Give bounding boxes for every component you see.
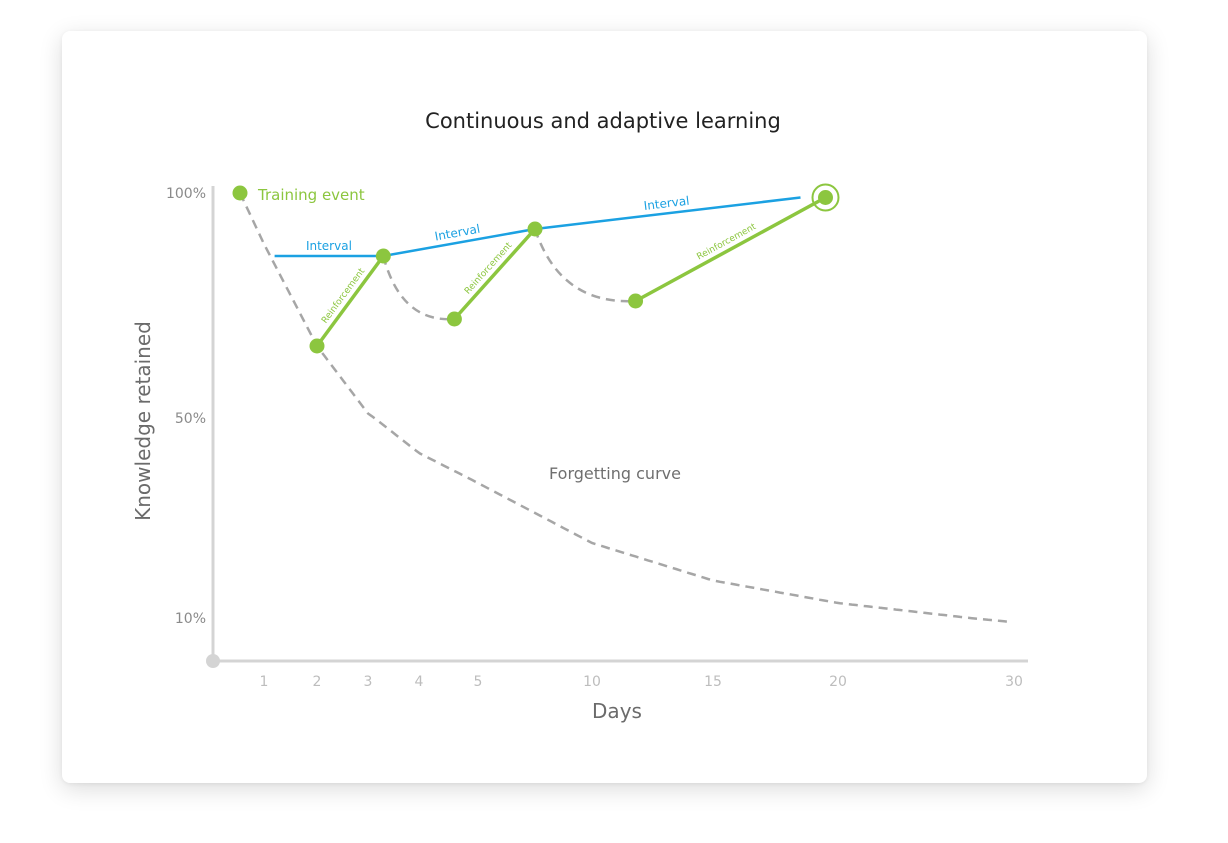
x-axis-title: Days [592, 699, 642, 723]
training-event-label: Training event [257, 186, 365, 204]
y-tick-label: 100% [166, 186, 206, 202]
goal-ring [811, 183, 840, 212]
x-tick-label: 10 [583, 674, 601, 690]
y-axis-title: Knowledge retained [131, 321, 155, 521]
data-point [527, 221, 543, 237]
forgetting-curve-line [238, 192, 1013, 624]
reinforcement-segment [453, 227, 537, 321]
y-tick-label: 10% [175, 611, 206, 627]
x-tick-label: 4 [415, 674, 424, 690]
reinforcement-label: Reinforcement [463, 240, 515, 296]
interval-segment [383, 227, 536, 258]
chart-card [62, 31, 1147, 783]
x-tick-label: 20 [829, 674, 847, 690]
data-point [309, 338, 325, 354]
reinforcement-label: Reinforcement [320, 266, 367, 325]
training-event-point [232, 185, 248, 201]
x-tick-label: 5 [474, 674, 483, 690]
decay-segment [533, 228, 636, 303]
x-tick-label: 30 [1005, 674, 1023, 690]
data-point [446, 311, 462, 327]
axis-origin-dot [206, 654, 220, 668]
interval-segment [534, 196, 801, 231]
chart-title: Continuous and adaptive learning [425, 109, 781, 133]
x-tick-label: 2 [313, 674, 322, 690]
data-point [375, 248, 391, 264]
data-point [628, 293, 644, 309]
reinforcement-segment [634, 195, 827, 303]
y-tick-label: 50% [175, 411, 206, 427]
reinforcement-segment [315, 254, 385, 348]
x-tick-label: 3 [364, 674, 373, 690]
decay-segment [382, 255, 455, 321]
x-tick-label: 1 [260, 674, 269, 690]
interval-label: Interval [306, 239, 352, 253]
reinforcement-label: Reinforcement [695, 222, 758, 262]
forgetting-curve-label: Forgetting curve [549, 464, 681, 483]
interval-label: Interval [643, 194, 690, 213]
x-tick-label: 15 [704, 674, 722, 690]
goal-point [818, 190, 833, 205]
